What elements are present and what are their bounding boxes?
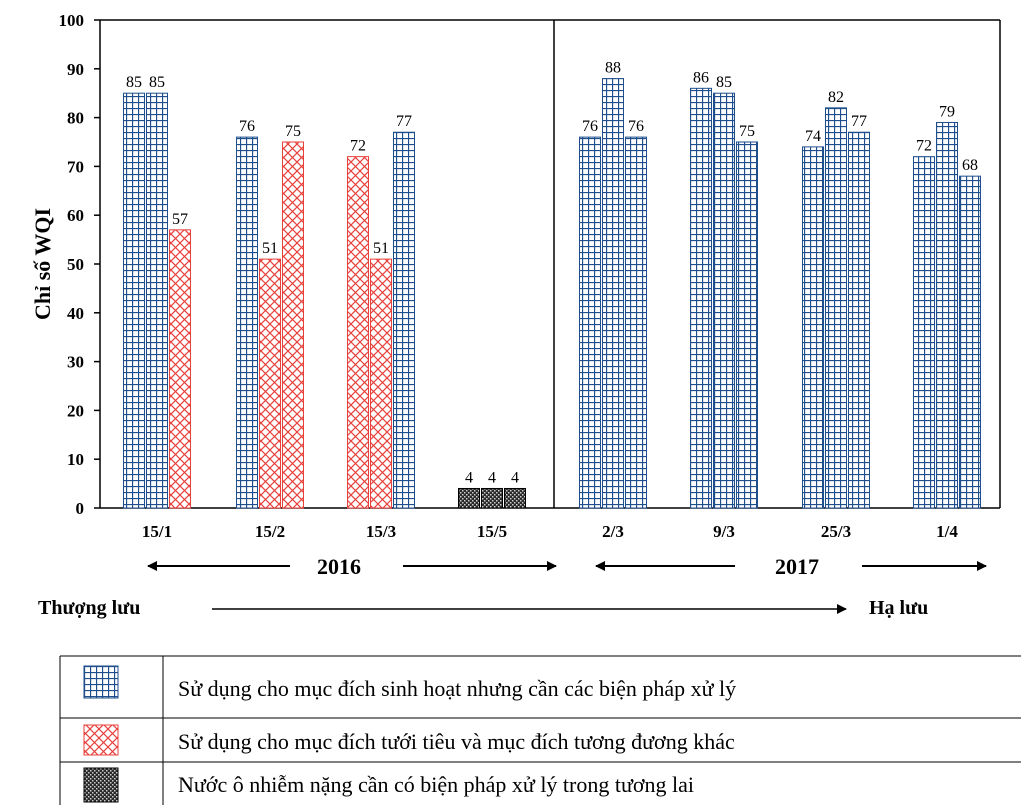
x-tick-label: 2/3 — [602, 522, 624, 541]
bar-15-2-2 — [259, 258, 281, 509]
legend-swatch-domestic — [83, 665, 119, 699]
y-tick-label: 80 — [67, 109, 84, 128]
bar-15-2-1 — [236, 136, 258, 509]
data-label: 4 — [488, 469, 496, 486]
legend-swatch-irrigation — [83, 724, 119, 756]
bar-25-3-1 — [802, 146, 824, 509]
bar-9-3-2 — [713, 92, 735, 509]
bar-1-4-1 — [913, 156, 935, 509]
bar-15-3-3 — [393, 131, 415, 509]
data-label: 51 — [373, 240, 389, 257]
x-tick-label: 1/4 — [936, 522, 958, 541]
data-label: 74 — [805, 128, 821, 145]
bar-15-1-1 — [123, 92, 145, 509]
bar-15-1-2 — [146, 92, 168, 509]
x-axis-tick-labels: 15/1 15/2 15/3 15/5 2/3 9/3 25/3 1/4 — [142, 522, 958, 541]
y-axis-ticks: 0 10 20 30 40 50 60 70 80 90 100 — [59, 11, 100, 518]
data-label: 86 — [693, 69, 709, 86]
data-label: 77 — [851, 113, 867, 130]
bar-15-3-2 — [370, 258, 392, 509]
y-tick-label: 40 — [67, 304, 84, 323]
legend-label-irrigation: Sử dụng cho mục đích tưới tiêu và mục đí… — [178, 729, 735, 754]
bar-15-5-3 — [504, 487, 526, 509]
downstream-label: Hạ lưu — [869, 597, 928, 619]
period-2016: 2016 — [147, 554, 557, 579]
bar-9-3-1 — [690, 87, 712, 509]
x-tick-label: 9/3 — [713, 522, 735, 541]
data-label: 75 — [285, 123, 301, 140]
data-label: 85 — [126, 74, 142, 91]
x-tick-label: 15/5 — [477, 522, 507, 541]
data-label: 51 — [262, 240, 278, 257]
bar-25-3-2 — [825, 107, 847, 509]
bar-15-5-1 — [458, 487, 480, 509]
data-label: 72 — [916, 138, 932, 155]
legend-label-domestic: Sử dụng cho mục đích sinh hoạt nhưng cần… — [178, 676, 736, 701]
period-2016-label: 2016 — [317, 554, 361, 579]
y-tick-label: 0 — [76, 499, 85, 518]
y-tick-label: 90 — [67, 60, 84, 79]
data-label: 76 — [628, 118, 644, 135]
x-tick-label: 25/3 — [821, 522, 851, 541]
period-2017-label: 2017 — [775, 554, 819, 579]
data-label: 85 — [716, 74, 732, 91]
y-tick-label: 60 — [67, 206, 84, 225]
bar-15-1-3 — [169, 229, 191, 509]
bar-9-3-3 — [736, 141, 758, 509]
x-tick-label: 15/1 — [142, 522, 172, 541]
data-label: 4 — [511, 469, 519, 486]
bar-25-3-3 — [848, 131, 870, 509]
data-label: 82 — [828, 89, 844, 106]
data-label: 88 — [605, 60, 621, 77]
data-label: 4 — [465, 469, 473, 486]
data-label: 85 — [149, 74, 165, 91]
data-label: 57 — [172, 211, 188, 228]
y-tick-label: 20 — [67, 401, 84, 420]
data-label: 79 — [939, 103, 955, 120]
bar-1-4-2 — [936, 121, 958, 509]
bar-1-4-3 — [959, 175, 981, 509]
y-tick-label: 10 — [67, 450, 84, 469]
y-tick-label: 50 — [67, 255, 84, 274]
bar-2-3-3 — [625, 136, 647, 509]
upstream-label: Thượng lưu — [38, 597, 140, 619]
y-tick-label: 100 — [59, 11, 85, 30]
data-label: 75 — [739, 123, 755, 140]
bar-2-3-1 — [579, 136, 601, 509]
legend-swatch-polluted — [83, 767, 119, 803]
legend: Sử dụng cho mục đích sinh hoạt nhưng cần… — [59, 655, 1021, 805]
bar-15-5-2 — [481, 487, 503, 509]
data-label: 76 — [582, 118, 598, 135]
x-tick-label: 15/2 — [255, 522, 285, 541]
data-label: 76 — [239, 118, 255, 135]
y-axis-label: Chỉ số WQI — [30, 208, 55, 320]
period-2017: 2017 — [595, 554, 987, 579]
bar-2-3-2 — [602, 78, 624, 509]
y-tick-label: 30 — [67, 353, 84, 372]
bar-15-2-3 — [282, 141, 304, 509]
data-label: 77 — [396, 113, 412, 130]
data-label: 72 — [350, 138, 366, 155]
data-label: 68 — [962, 157, 978, 174]
x-tick-label: 15/3 — [366, 522, 396, 541]
flow-direction: Thượng lưu Hạ lưu — [38, 597, 928, 619]
y-tick-label: 70 — [67, 157, 84, 176]
bar-15-3-1 — [347, 156, 369, 509]
legend-label-polluted: Nước ô nhiễm nặng cần có biện pháp xử lý… — [178, 772, 694, 797]
